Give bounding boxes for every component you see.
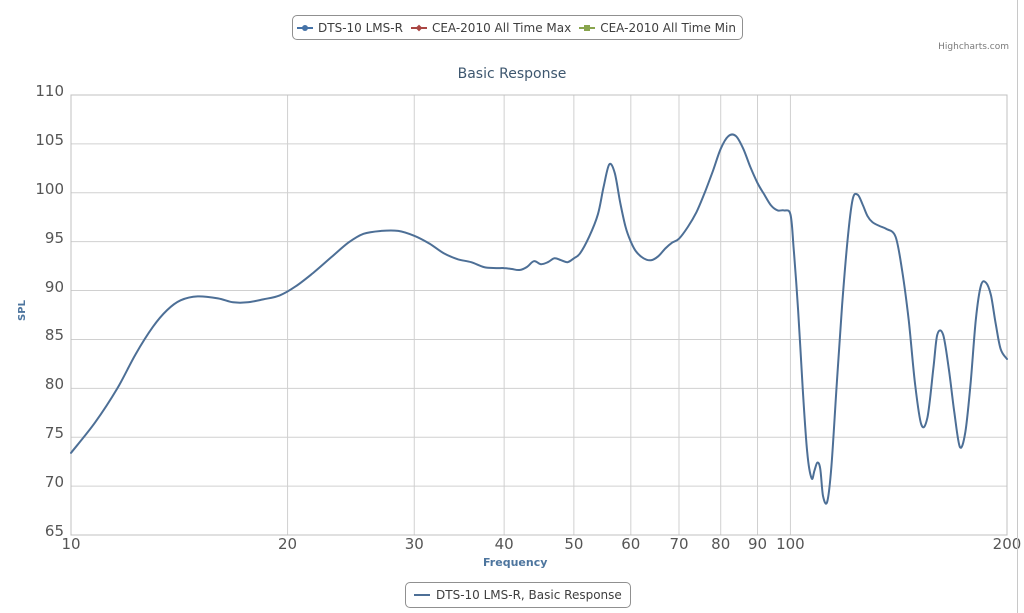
page-divider xyxy=(1017,0,1018,613)
top-legend: DTS-10 LMS-R CEA-2010 All Time Max CEA-2… xyxy=(292,15,743,40)
x-tick-label: 70 xyxy=(669,535,689,553)
x-tick-label: 50 xyxy=(564,535,584,553)
credits-link[interactable]: Highcharts.com xyxy=(938,42,1009,52)
line-icon xyxy=(414,594,430,596)
x-tick-label: 30 xyxy=(404,535,424,553)
legend-label: CEA-2010 All Time Min xyxy=(600,20,736,35)
plot-border xyxy=(70,94,1008,536)
x-tick-label: 10 xyxy=(61,535,81,553)
y-axis-title: SPL xyxy=(16,300,28,321)
legend-label: CEA-2010 All Time Max xyxy=(431,20,572,35)
y-tick-label: 100 xyxy=(35,179,64,198)
gridlines xyxy=(70,94,1008,536)
x-tick-label: 80 xyxy=(711,535,731,553)
bottom-legend-label: DTS-10 LMS-R, Basic Response xyxy=(436,588,622,602)
legend-item-cea-min[interactable]: CEA-2010 All Time Min xyxy=(579,21,736,35)
line-marker-icon xyxy=(297,23,313,33)
series-line-dts10[interactable] xyxy=(70,133,1008,505)
y-tick-label: 65 xyxy=(44,522,64,540)
line-marker-icon xyxy=(579,23,596,33)
x-tick-label: 90 xyxy=(747,535,768,553)
legend-item-cea-max[interactable]: CEA-2010 All Time Max xyxy=(410,20,572,35)
y-tick-label: 105 xyxy=(35,130,64,149)
y-tick-label: 90 xyxy=(44,277,64,296)
y-tick-label: 85 xyxy=(44,326,64,345)
chart-title: Basic Response xyxy=(457,66,567,82)
y-tick-label: 80 xyxy=(44,375,64,394)
y-tick-label: 95 xyxy=(44,228,64,247)
legend-label: DTS-10 LMS-R xyxy=(318,20,403,35)
x-tick-label: 60 xyxy=(621,535,641,553)
x-tick-label: 40 xyxy=(494,535,514,553)
x-tick-label: 100 xyxy=(776,535,805,553)
bottom-legend[interactable]: DTS-10 LMS-R, Basic Response xyxy=(405,582,631,608)
line-marker-icon xyxy=(410,23,427,33)
y-tick-label: 110 xyxy=(35,82,64,100)
legend-item-dts10[interactable]: DTS-10 LMS-R xyxy=(297,21,403,35)
x-tick-label: 200 xyxy=(992,535,1022,553)
y-tick-label: 70 xyxy=(44,473,64,492)
y-tick-label: 75 xyxy=(44,424,64,443)
x-axis-title: Frequency xyxy=(483,556,548,569)
x-tick-label: 20 xyxy=(278,535,298,553)
